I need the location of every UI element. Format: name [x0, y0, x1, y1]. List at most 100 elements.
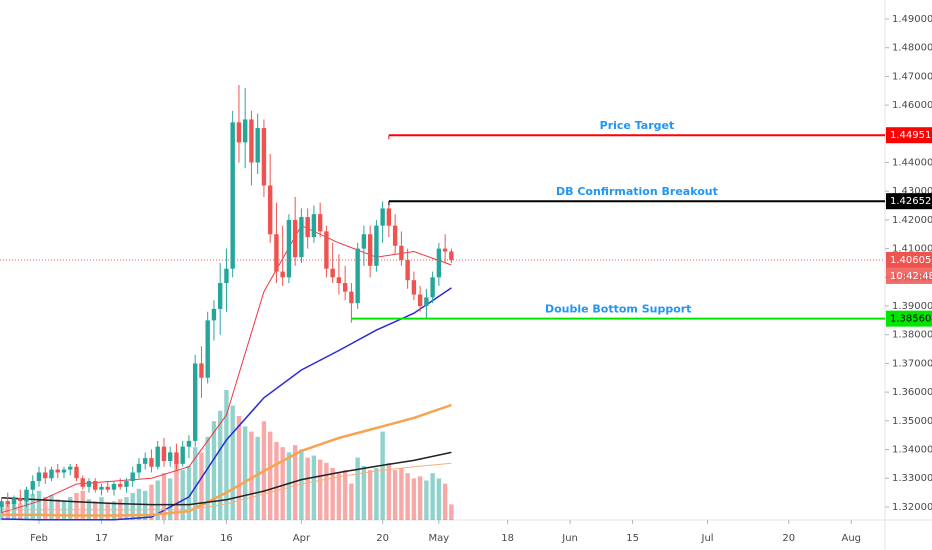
volume-bar — [355, 457, 360, 520]
level-value-label: 1.38560 — [890, 314, 931, 325]
x-tick-label: Jul — [701, 533, 714, 544]
candle-body — [380, 208, 385, 226]
x-tick-label: Feb — [30, 533, 48, 544]
volume-bar — [180, 470, 185, 520]
x-tick-label: Apr — [293, 533, 311, 544]
x-tick-label: 15 — [626, 533, 639, 544]
candle-body — [336, 277, 342, 284]
volume-bar — [305, 457, 310, 520]
candle-body — [80, 478, 85, 487]
x-tick-label: 16 — [220, 533, 233, 544]
candle-body — [217, 283, 223, 309]
y-tick-label: 1.41000 — [892, 244, 932, 255]
x-tick-label: 20 — [782, 533, 795, 544]
moving-average — [1, 403, 452, 517]
volume-bar — [274, 442, 279, 520]
candle-body — [30, 481, 35, 490]
candle-body — [330, 268, 335, 278]
volume-bar — [330, 468, 335, 520]
volume-bar — [168, 478, 173, 520]
y-tick-label: 1.48000 — [892, 43, 932, 54]
candle-body — [118, 483, 123, 487]
candle-body — [442, 248, 448, 252]
volume-bar — [311, 455, 317, 520]
volume-bar — [124, 497, 129, 520]
y-tick-label: 1.34000 — [892, 445, 932, 456]
volume-bar — [349, 483, 354, 520]
candle-body — [36, 472, 42, 482]
volume-bar — [286, 452, 292, 520]
moving-average — [1, 451, 452, 506]
level-annotation: Price Target — [600, 119, 675, 132]
volume-bar — [367, 470, 373, 520]
countdown-label: 10:42:48 — [890, 271, 932, 282]
candle-body — [305, 217, 310, 238]
level-value-label: 1.42652 — [890, 196, 931, 207]
volume-bar — [199, 452, 204, 520]
candle-body — [205, 320, 210, 378]
volume-bar — [336, 473, 342, 520]
candle-body — [86, 481, 92, 487]
y-tick-label: 1.38000 — [892, 330, 932, 341]
candle-body — [224, 268, 229, 284]
candle-body — [386, 208, 392, 226]
volume-bar — [205, 436, 210, 520]
y-tick-label: 1.42000 — [892, 215, 932, 226]
candle-body — [236, 122, 242, 143]
level-value-box — [886, 193, 932, 210]
volume-bar — [417, 476, 423, 520]
volume-bar — [280, 447, 285, 520]
level-annotation: Double Bottom Support — [545, 303, 692, 316]
candle-body — [349, 291, 354, 304]
candle-body — [374, 225, 379, 266]
volume-bar — [317, 459, 323, 520]
candle-body — [192, 363, 198, 441]
candle-body — [111, 483, 117, 490]
candle-body — [355, 248, 360, 304]
candle-body — [180, 446, 185, 464]
candle-body — [249, 119, 254, 163]
candle-body — [449, 251, 454, 260]
volume-bar — [292, 445, 298, 520]
volume-bar — [93, 501, 98, 520]
candle-body — [292, 219, 298, 258]
volume-bar — [143, 490, 148, 520]
candle-body — [11, 498, 17, 505]
volume-bar — [249, 431, 254, 520]
volume-bar — [80, 490, 85, 520]
candle-body — [430, 277, 435, 298]
volume-bar — [224, 390, 229, 520]
candle-body — [124, 481, 129, 487]
volume-bar — [155, 480, 160, 520]
volume-bar — [230, 405, 235, 520]
volume-bar — [342, 470, 348, 520]
candle-body — [143, 458, 148, 464]
volume-bar — [161, 473, 167, 520]
volume-bar — [236, 416, 242, 520]
volume-bar — [68, 497, 73, 520]
volume-bar — [374, 468, 379, 520]
x-tick-label: 20 — [376, 533, 389, 544]
volume-bar — [186, 465, 192, 520]
candle-body — [424, 297, 429, 307]
y-tick-label: 1.47000 — [892, 71, 932, 82]
candle-body — [136, 463, 142, 473]
candle-body — [255, 128, 260, 163]
candle-body — [417, 294, 423, 307]
x-tick-label: 17 — [95, 533, 108, 544]
candle-body — [342, 283, 348, 292]
candle-body — [161, 446, 167, 461]
volume-bar — [217, 410, 223, 520]
candle-body — [130, 472, 135, 482]
x-tick-label: 18 — [501, 533, 514, 544]
x-tick-label: May — [429, 533, 450, 544]
candle-body — [267, 185, 273, 235]
candle-body — [299, 217, 304, 258]
volume-bar — [43, 497, 48, 520]
candle-body — [149, 458, 154, 467]
candle-body — [211, 308, 217, 321]
y-tick-label: 1.44000 — [892, 158, 932, 169]
volume-bar — [18, 503, 23, 520]
